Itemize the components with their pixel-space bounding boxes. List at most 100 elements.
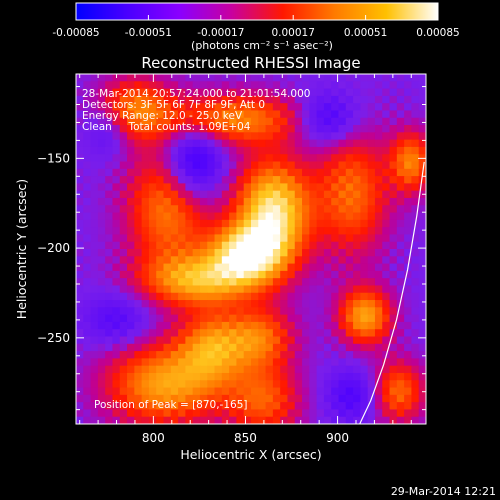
heatmap-cell [418,402,426,411]
heatmap-cell [170,416,179,424]
heatmap-cell [156,168,165,177]
heatmap-cell [119,372,128,381]
heatmap-cell [418,197,426,206]
heatmap-cell [272,103,281,112]
heatmap-cell [389,365,398,374]
heatmap-cell [192,278,201,287]
heatmap-cell [134,154,143,163]
heatmap-cell [127,372,135,381]
heatmap-cell [367,372,376,381]
heatmap-cell [418,81,426,90]
heatmap-cell [302,183,310,192]
heatmap-cell [382,314,391,323]
heatmap-cell [302,125,310,133]
heatmap-cell [280,387,289,396]
heatmap-cell [141,154,150,163]
heatmap-cell [389,300,398,308]
heatmap-cell [156,146,165,155]
heatmap-cell [280,278,289,287]
heatmap-cell [280,263,289,272]
heatmap-cell [141,409,150,418]
heatmap-cell [353,190,361,199]
heatmap-cell [272,249,281,257]
heatmap-cell [396,263,405,272]
heatmap-cell [90,285,99,294]
heatmap-cell [323,95,332,104]
colorbar-unit-label: (photons cm⁻² s⁻¹ asec⁻²) [191,39,333,52]
heatmap-cell [331,321,340,330]
heatmap-cell [148,190,157,199]
heatmap-cell [214,81,223,90]
heatmap-cell [323,205,332,214]
heatmap-cell [251,416,259,424]
heatmap-cell [389,74,398,82]
heatmap-cell [199,270,208,279]
heatmap-cell [148,146,157,155]
heatmap-cell [302,190,310,199]
heatmap-cell [178,394,186,403]
heatmap-cell [97,249,106,257]
heatmap-cell [382,168,391,177]
heatmap-cell [207,380,216,389]
heatmap-cell [214,285,223,294]
heatmap-cell [134,183,143,192]
heatmap-cell [316,168,325,177]
heatmap-cell [119,103,128,112]
heatmap-cell [199,81,208,90]
heatmap-cell [243,103,252,112]
heatmap-cell [251,263,259,272]
heatmap-cell [119,95,128,104]
heatmap-cell [170,336,179,345]
heatmap-cell [374,212,383,221]
heatmap-cell [83,256,92,265]
heatmap-cell [360,263,369,272]
heatmap-cell [83,212,92,221]
heatmap-cell [309,176,318,184]
heatmap-cell [156,278,165,287]
x-tick-label: 900 [326,431,349,445]
heatmap-cell [265,88,274,97]
heatmap-cell [112,176,121,184]
heatmap-cell [338,387,347,396]
heatmap-cell [229,249,238,257]
heatmap-cell [360,212,369,221]
heatmap-cell [97,300,106,308]
heatmap-cell [148,292,157,301]
heatmap-cell [83,307,92,316]
heatmap-cell [404,146,413,155]
heatmap-cell [178,103,186,112]
heatmap-cell [163,176,172,184]
heatmap-cell [272,205,281,214]
heatmap-cell [97,125,106,133]
heatmap-cell [338,168,347,177]
heatmap-cell [185,351,194,359]
heatmap-cell [331,263,340,272]
heatmap-cell [185,314,194,323]
heatmap-cell [265,270,274,279]
heatmap-cell [367,168,376,177]
heatmap-cell [214,241,223,250]
heatmap-cell [119,168,128,177]
heatmap-cell [418,270,426,279]
heatmap-cell [127,117,135,126]
heatmap-cell [243,205,252,214]
heatmap-cell [207,168,216,177]
heatmap-cell [374,154,383,163]
heatmap-cell [229,146,238,155]
heatmap-cell [97,351,106,359]
heatmap-cell [360,183,369,192]
heatmap-cell [229,387,238,396]
heatmap-cell [236,81,245,90]
heatmap-cell [309,256,318,265]
heatmap-cell [83,227,92,236]
heatmap-cell [199,110,208,119]
heatmap-cell [83,125,92,133]
heatmap-cell [331,81,340,90]
heatmap-cell [411,263,420,272]
heatmap-cell [374,183,383,192]
heatmap-cell [163,146,172,155]
heatmap-cell [170,292,179,301]
heatmap-cell [163,365,172,374]
heatmap-cell [396,212,405,221]
heatmap-cell [163,74,172,82]
